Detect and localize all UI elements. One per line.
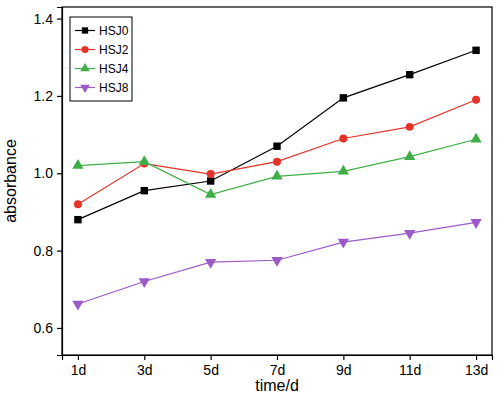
y-tick-mark <box>57 251 62 252</box>
legend-marker <box>80 85 90 93</box>
x-tick-label: 9d <box>336 362 352 378</box>
x-tick-label: 1d <box>71 362 87 378</box>
legend-label: HSJ8 <box>99 81 129 95</box>
marker <box>205 188 216 198</box>
legend-box <box>70 17 132 101</box>
x-tick: 7d <box>270 355 286 378</box>
x-tick: 3d <box>137 355 153 378</box>
y-tick-mark <box>57 328 62 329</box>
x-tick-mark <box>476 355 477 360</box>
marker <box>139 278 150 288</box>
marker <box>74 200 82 208</box>
series <box>74 47 480 224</box>
x-tick: 13d <box>465 355 488 378</box>
y-tick: 0.6 <box>34 320 62 336</box>
y-tick-label: 1.2 <box>34 88 54 104</box>
marker <box>207 177 214 184</box>
y-axis: 0.6 0.8 1.0 1.2 1.4 <box>34 8 63 356</box>
marker <box>338 165 349 175</box>
legend-item: HSJ0 <box>75 24 129 38</box>
series-line <box>78 100 476 204</box>
x-tick-label: 3d <box>137 362 153 378</box>
y-tick: 1.4 <box>34 11 62 27</box>
legend-marker <box>80 63 90 71</box>
x-axis: 1d 3d 5d 7d 9d 11d 13d <box>63 355 493 378</box>
y-tick-label: 0.8 <box>34 243 54 259</box>
marker <box>470 133 481 143</box>
marker <box>472 47 479 54</box>
x-tick-label: 11d <box>399 362 421 378</box>
x-axis-line <box>63 356 493 361</box>
marker <box>406 71 413 78</box>
chart: 0.60.81.01.21.41d3d5d7d9d11d13dHSJ0HSJ2H… <box>0 0 500 397</box>
y-axis-title: absorbance <box>2 139 19 223</box>
x-tick: 9d <box>336 355 352 378</box>
y-tick: 0.8 <box>34 243 62 259</box>
marker <box>273 158 281 166</box>
marker <box>406 123 414 131</box>
legend-label: HSJ4 <box>99 62 129 76</box>
legend-marker <box>82 27 88 33</box>
x-tick-label: 5d <box>203 362 219 378</box>
series-group <box>72 47 481 311</box>
x-tick-label: 7d <box>270 362 286 378</box>
y-tick-label: 1.4 <box>34 11 54 27</box>
marker <box>338 239 349 249</box>
series <box>72 133 481 198</box>
x-axis-title: time/d <box>255 377 299 394</box>
marker <box>205 259 216 269</box>
marker <box>74 216 81 223</box>
y-axis-line <box>57 8 63 356</box>
y-tick-mark <box>57 173 62 174</box>
plot-frame <box>62 7 492 355</box>
legend-item: HSJ8 <box>75 81 129 95</box>
series-line <box>78 139 476 194</box>
marker <box>271 170 282 180</box>
marker <box>470 219 481 229</box>
series <box>74 96 480 208</box>
legend-item: HSJ4 <box>75 62 129 76</box>
series <box>72 219 481 310</box>
marker <box>207 170 215 178</box>
x-tick: 5d <box>203 355 219 378</box>
x-tick-mark <box>343 355 344 360</box>
marker <box>72 159 83 169</box>
marker <box>340 94 347 101</box>
y-tick: 1.0 <box>34 165 62 181</box>
marker <box>72 301 83 311</box>
x-tick-mark <box>277 355 278 360</box>
legend-label: HSJ0 <box>99 24 129 38</box>
marker <box>472 96 480 104</box>
y-tick-label: 0.6 <box>34 320 54 336</box>
x-tick-mark <box>78 355 79 360</box>
y-tick-mark <box>57 96 62 97</box>
series-line <box>78 50 476 219</box>
series-line <box>78 222 476 304</box>
marker <box>404 230 415 240</box>
x-tick-mark <box>144 355 145 360</box>
x-tick-mark <box>211 355 212 360</box>
y-tick-label: 1.0 <box>34 165 54 181</box>
marker <box>273 142 280 149</box>
y-tick: 1.2 <box>34 88 62 104</box>
legend-item: HSJ2 <box>75 43 129 57</box>
legend-marker <box>81 46 88 53</box>
y-tick-mark <box>57 19 62 20</box>
x-tick: 11d <box>399 355 421 378</box>
marker <box>271 257 282 267</box>
x-tick-mark <box>410 355 411 360</box>
x-tick-label: 13d <box>465 362 488 378</box>
marker <box>339 134 347 142</box>
legend-label: HSJ2 <box>99 43 129 57</box>
marker <box>404 150 415 160</box>
x-tick: 1d <box>71 355 87 378</box>
marker <box>141 187 148 194</box>
marker <box>139 155 150 165</box>
legend: HSJ0 HSJ2 HSJ4 HSJ8 <box>70 17 132 101</box>
plot: 0.60.81.01.21.41d3d5d7d9d11d13dHSJ0HSJ2H… <box>34 7 493 378</box>
